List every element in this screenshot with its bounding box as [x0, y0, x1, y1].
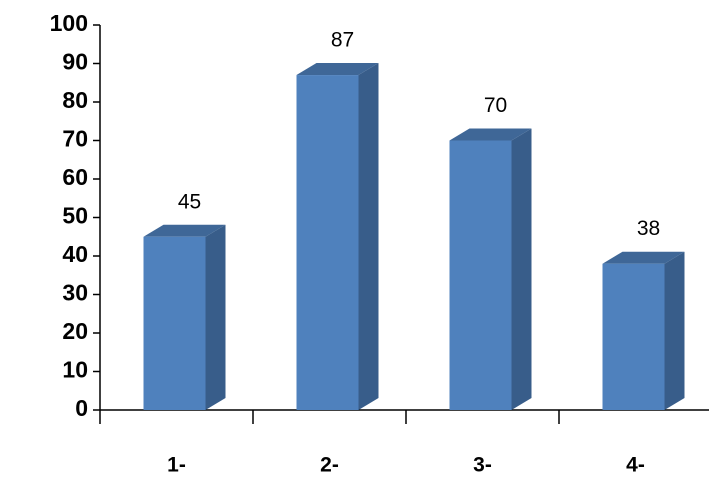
x-tick-label: 1-	[167, 454, 186, 477]
bar	[602, 251, 685, 410]
x-tick-label: 3-	[473, 454, 492, 477]
bar	[449, 128, 532, 410]
value-label: 70	[484, 94, 507, 117]
y-tick-label: 30	[62, 280, 88, 306]
y-tick-label: 10	[62, 357, 88, 383]
value-label: 87	[331, 29, 354, 52]
y-tick-label: 80	[62, 87, 88, 113]
bar-front	[602, 263, 665, 410]
y-tick-label: 90	[62, 49, 88, 75]
bar-top	[449, 128, 532, 141]
y-tick-label: 60	[62, 164, 88, 190]
bar	[296, 63, 379, 411]
bar-side	[511, 128, 532, 410]
bar-front	[449, 140, 512, 410]
y-tick-label: 20	[62, 318, 88, 344]
y-tick-label: 0	[75, 395, 88, 421]
bar-top	[296, 63, 379, 76]
bar-side	[358, 63, 379, 411]
x-tick-label: 4-	[626, 454, 645, 477]
y-tick-label: 100	[50, 10, 88, 36]
bar	[143, 224, 226, 410]
bar-side	[664, 251, 685, 410]
bar-front	[143, 236, 206, 410]
bar-side	[205, 224, 226, 410]
bar-front	[296, 75, 359, 411]
bar-top	[143, 224, 226, 237]
bar-top	[602, 251, 685, 264]
value-label: 45	[178, 190, 201, 213]
y-tick-label: 40	[62, 241, 88, 267]
y-tick-label: 70	[62, 126, 88, 152]
x-tick-label: 2-	[320, 454, 339, 477]
value-label: 38	[637, 217, 660, 240]
y-tick-label: 50	[62, 203, 88, 229]
